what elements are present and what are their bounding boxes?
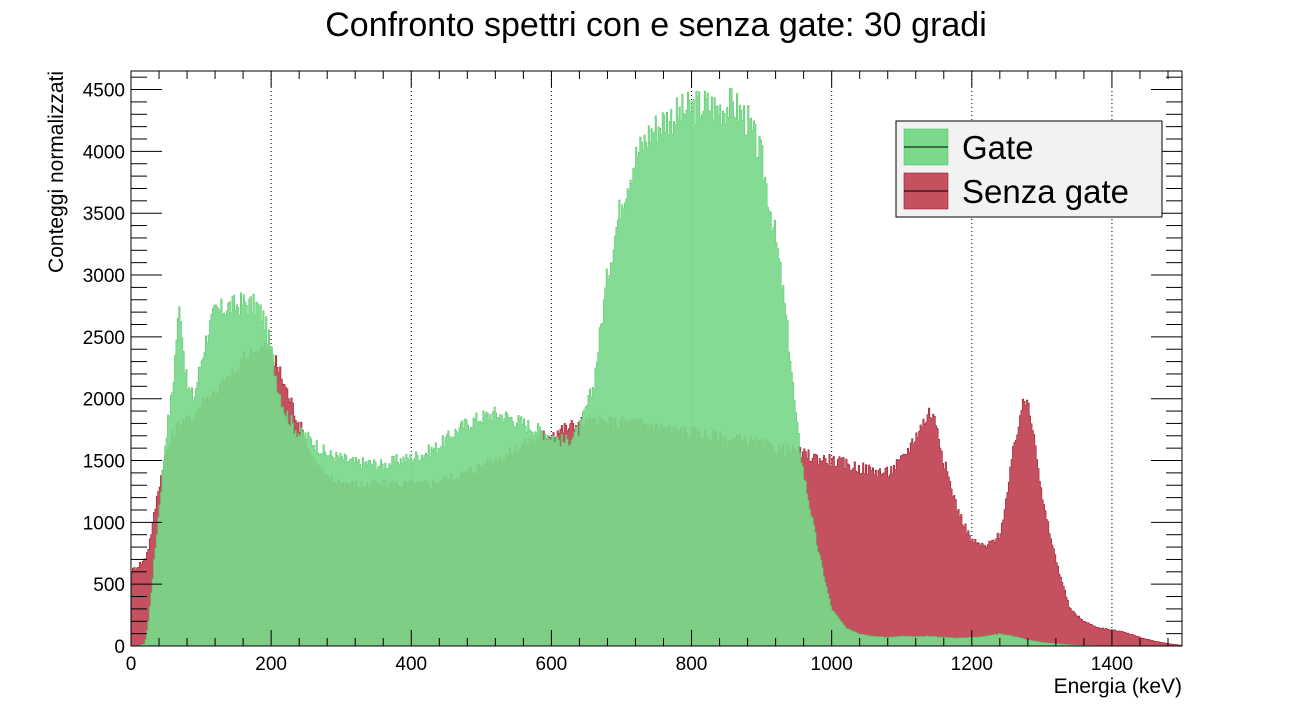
legend: Gate Senza gate (895, 120, 1163, 218)
x-tick-label: 200 (255, 654, 287, 675)
x-tick-label: 400 (395, 654, 427, 675)
y-axis-label: Conteggi normalizzati (45, 71, 68, 273)
chart-title: Confronto spettri con e senza gate: 30 g… (325, 6, 987, 44)
x-tick-label: 1200 (951, 654, 993, 675)
y-tick-label: 1500 (83, 452, 125, 473)
series-gate (131, 87, 1182, 647)
y-tick-label: 2500 (83, 328, 125, 349)
x-tick-label: 1400 (1091, 654, 1133, 675)
x-tick-label: 600 (536, 654, 568, 675)
axis-tick-labels: 0 200 400 600 800 1000 1200 1400 0 500 1000 1500 200… (83, 81, 1133, 675)
x-tick-label: 800 (676, 654, 708, 675)
axis-ticks (130, 71, 1182, 647)
x-tick-label: 0 (126, 654, 137, 675)
histogram-bars (130, 87, 1183, 647)
x-tick-label: 1000 (811, 654, 853, 675)
legend-entry-gate: Gate (903, 128, 1034, 166)
y-tick-label: 4500 (83, 81, 125, 102)
y-tick-label: 2000 (83, 390, 125, 411)
y-tick-label: 500 (93, 575, 125, 596)
legend-label: Gate (962, 129, 1034, 166)
legend-entry-senza-gate: Senza gate (903, 172, 1129, 210)
y-tick-label: 3500 (83, 204, 125, 225)
y-tick-label: 4000 (83, 142, 125, 163)
series-area (131, 87, 1182, 647)
y-tick-label: 1000 (83, 513, 125, 534)
y-tick-label: 0 (114, 637, 125, 658)
y-tick-label: 3000 (83, 266, 125, 287)
x-axis-label: Energia (keV) (1054, 675, 1182, 698)
legend-label: Senza gate (962, 173, 1129, 210)
plot-frame (130, 70, 1183, 647)
